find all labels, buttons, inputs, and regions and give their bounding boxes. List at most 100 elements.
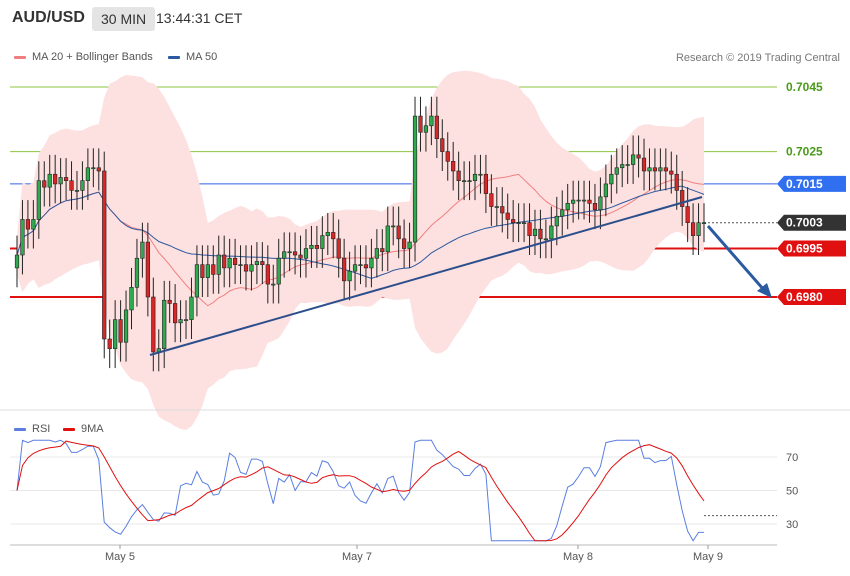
legend-ma50-swatch	[168, 55, 180, 59]
candle-body	[631, 154, 636, 165]
candle	[347, 251, 352, 301]
candle-body	[445, 151, 450, 162]
candle	[183, 300, 189, 339]
rsi-tick-label: 50	[786, 486, 798, 498]
candle	[581, 180, 587, 220]
candle	[658, 148, 663, 191]
candle	[598, 177, 603, 230]
candle	[576, 180, 581, 220]
x-tick-label: May 8	[563, 551, 593, 563]
x-tick-label: May 5	[105, 551, 135, 563]
candle-body	[451, 161, 456, 172]
candle	[194, 245, 200, 317]
candle	[609, 154, 614, 204]
candle	[232, 238, 238, 285]
candle-body	[598, 196, 603, 211]
candle-body	[58, 177, 63, 185]
candle-body	[243, 264, 249, 272]
candle-body	[342, 257, 347, 282]
candle-body	[96, 167, 101, 172]
candle	[358, 245, 363, 285]
candle-body	[434, 115, 439, 139]
candle	[265, 245, 270, 304]
price-badge-text: 0.7003	[786, 216, 823, 230]
candle-body	[647, 167, 652, 172]
price-badge-0.7015: 0.7015	[777, 175, 846, 192]
candle-body	[571, 199, 576, 204]
symbol-label: AUD/USD	[12, 9, 85, 26]
candle	[592, 183, 598, 230]
candle	[489, 174, 494, 226]
price-badge-bg	[777, 214, 846, 231]
candle-body	[145, 241, 150, 298]
candle	[200, 245, 205, 297]
candle	[456, 151, 461, 201]
candle	[320, 216, 325, 268]
candle-body	[36, 180, 41, 220]
candle	[303, 229, 309, 278]
price-badge-0.7045: 0.7045	[786, 80, 823, 94]
candle-body	[183, 319, 189, 321]
candle-body	[238, 264, 243, 266]
candle-body	[358, 264, 363, 266]
candle	[696, 203, 701, 255]
candle-body	[194, 264, 200, 298]
candle-body	[543, 238, 548, 241]
candle	[380, 229, 385, 272]
candle	[31, 200, 36, 249]
candle-body	[418, 115, 423, 133]
candle	[587, 180, 592, 223]
candle-body	[625, 164, 630, 166]
candle	[434, 96, 439, 159]
candle	[63, 158, 69, 201]
candle	[227, 238, 232, 288]
candle-body	[134, 257, 140, 288]
candle-body	[696, 222, 701, 236]
candle-body	[14, 254, 20, 269]
candle	[222, 235, 227, 288]
candle-body	[25, 219, 31, 230]
candle	[314, 225, 319, 268]
candle	[309, 225, 314, 268]
candle	[107, 319, 112, 369]
candle	[254, 242, 260, 285]
candle	[680, 171, 685, 226]
candle-body	[521, 222, 527, 224]
candle	[249, 245, 254, 291]
candle	[483, 154, 489, 213]
candle-body	[516, 222, 521, 224]
candle-body	[85, 167, 90, 181]
candle	[652, 148, 658, 191]
candle	[271, 264, 276, 304]
trendline	[149, 196, 703, 356]
candle	[549, 206, 554, 259]
price-badge-text: 0.7025	[786, 145, 823, 159]
candle-body	[254, 261, 260, 265]
price-badge-0.7003: 0.7003	[777, 214, 846, 231]
timeframe-button[interactable]: 30 MIN	[92, 7, 156, 31]
candle	[282, 232, 287, 278]
candle-body	[402, 238, 407, 249]
legend-ma50-label: MA 50	[186, 51, 218, 63]
candle-body	[423, 125, 429, 133]
candle-body	[336, 238, 341, 259]
candle-body	[412, 115, 418, 243]
candle	[418, 96, 423, 152]
candle	[173, 284, 178, 343]
candle-body	[609, 173, 614, 185]
candle-body	[527, 222, 532, 236]
candle-body	[352, 264, 358, 272]
candle	[118, 300, 123, 362]
candle	[385, 206, 390, 272]
candle-body	[674, 173, 679, 191]
candle-body	[162, 299, 167, 349]
candle-body	[576, 199, 581, 202]
legend-9ma: 9MA	[63, 423, 104, 435]
candle-body	[505, 212, 510, 220]
candle	[369, 238, 374, 288]
candle	[129, 267, 134, 330]
candle	[407, 222, 412, 268]
candle-body	[173, 303, 178, 324]
candle	[625, 145, 630, 184]
candle	[14, 235, 20, 288]
